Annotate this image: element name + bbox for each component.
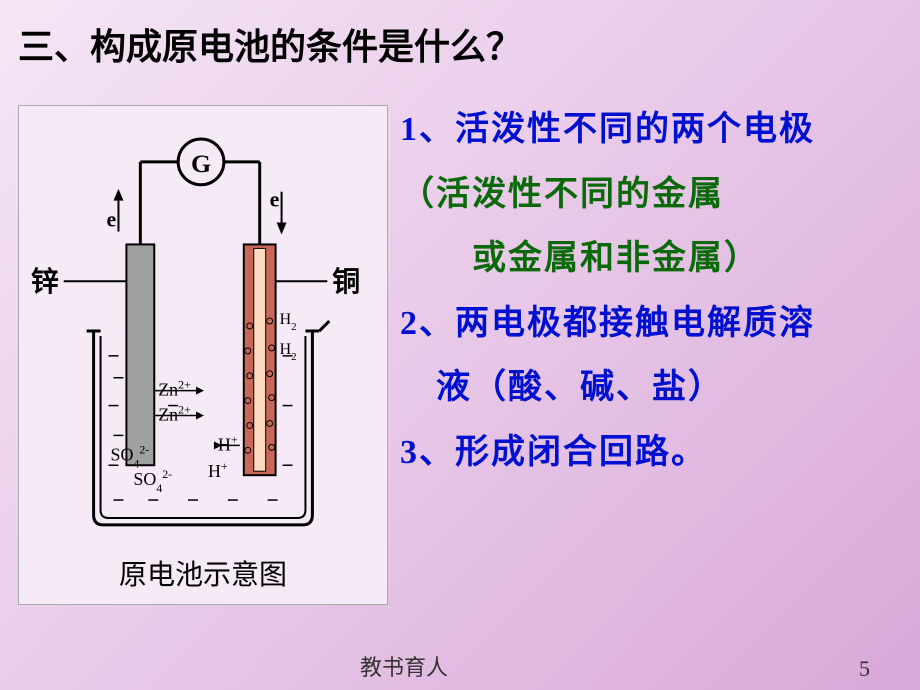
diagram-container: G e e 锌 铜 Zn2+ Zn2+ SO42- SO42- H+ H+ H2…: [18, 105, 388, 605]
svg-text:Zn2+: Zn2+: [158, 378, 191, 400]
svg-text:G: G: [191, 149, 211, 178]
svg-text:H+: H+: [208, 459, 228, 481]
point-3: 3、形成闭合回路。: [400, 421, 910, 486]
page-number: 5: [859, 656, 870, 682]
diagram-caption: 原电池示意图: [19, 553, 387, 593]
content-points: 1、活泼性不同的两个电极 （活泼性不同的金属 或金属和非金属） 2、两电极都接触…: [400, 98, 910, 486]
svg-text:SO42-: SO42-: [133, 467, 172, 495]
svg-text:H+: H+: [218, 432, 238, 454]
galvanic-cell-diagram: G e e 锌 铜 Zn2+ Zn2+ SO42- SO42- H+ H+ H2…: [19, 106, 387, 546]
svg-text:H2: H2: [280, 341, 297, 363]
slide-title: 三、构成原电池的条件是什么？: [18, 18, 522, 70]
svg-text:e: e: [270, 188, 280, 212]
point-1: 1、活泼性不同的两个电极: [400, 98, 910, 163]
svg-text:铜: 铜: [332, 267, 360, 298]
svg-text:Zn2+: Zn2+: [158, 402, 191, 424]
svg-text:锌: 锌: [31, 267, 59, 298]
point-2: 2、两电极都接触电解质溶: [400, 292, 910, 357]
point-2a: 液（酸、碱、盐）: [400, 356, 910, 421]
svg-text:H2: H2: [280, 311, 297, 333]
svg-text:e: e: [107, 208, 117, 232]
point-1b: 或金属和非金属）: [400, 227, 910, 292]
footer-text: 教书育人: [360, 650, 448, 682]
point-1a: （活泼性不同的金属: [400, 163, 910, 228]
